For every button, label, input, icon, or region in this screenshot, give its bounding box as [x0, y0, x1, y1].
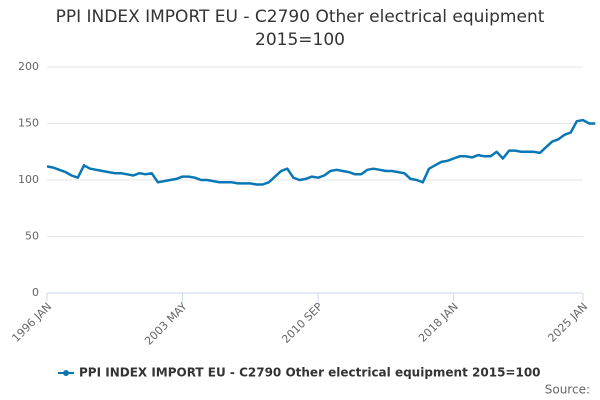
chart-title: PPI INDEX IMPORT EU - C2790 Other electr…: [55, 7, 545, 50]
y-tick-label: 0: [32, 286, 39, 299]
x-tick-label: 2025 JAN: [545, 300, 590, 345]
y-tick-label: 200: [18, 60, 39, 73]
y-tick-label: 100: [18, 173, 39, 186]
x-tick-label: 2003 MAY: [142, 300, 190, 348]
y-tick-label: 150: [18, 117, 39, 130]
source: Source:: [545, 383, 590, 397]
y-tick-label: 50: [25, 230, 39, 243]
x-tick-label: 2010 SEP: [279, 300, 325, 346]
x-tick-label: 2018 JAN: [416, 300, 461, 345]
legend-label: PPI INDEX IMPORT EU - C2790 Other electr…: [79, 366, 541, 380]
x-tick-label: 1996 JAN: [9, 300, 54, 345]
legend-marker: [63, 370, 69, 376]
series-line: [46, 118, 596, 186]
